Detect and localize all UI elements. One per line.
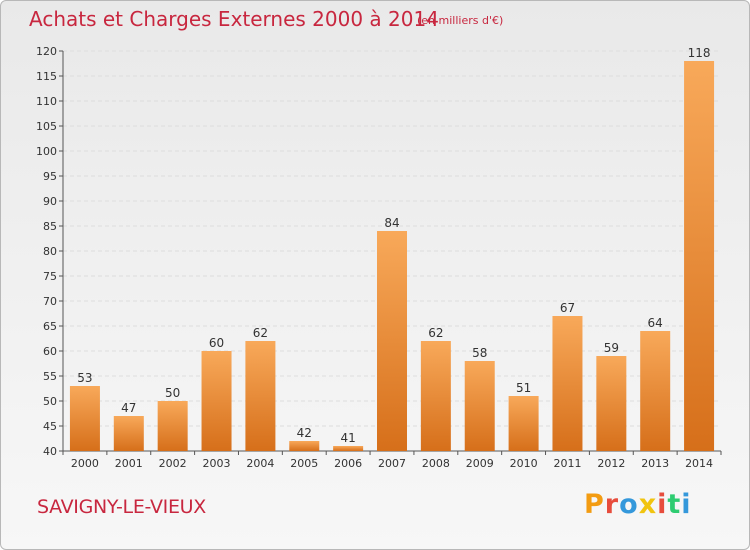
data-label-2004: 62 [253, 326, 268, 340]
chart-subtitle: (en milliers d'€) [417, 14, 504, 27]
x-tick-label-2014: 2014 [685, 457, 713, 470]
x-tick-label-2003: 2003 [203, 457, 231, 470]
bar-2009 [464, 361, 495, 451]
bar-2007 [377, 231, 407, 451]
data-label-2010: 51 [516, 381, 531, 395]
logo-letter: i [657, 489, 668, 520]
bar-2004 [245, 341, 276, 451]
bar-2012 [596, 356, 627, 451]
data-label-2014: 118 [688, 46, 711, 60]
data-label-2002: 50 [165, 386, 180, 400]
x-tick-label-2009: 2009 [466, 457, 494, 470]
y-tick-label: 90 [43, 195, 57, 208]
logo-letter: P [584, 489, 605, 520]
y-tick-label: 80 [43, 245, 57, 258]
bar-2014 [684, 61, 715, 451]
data-label-2006: 41 [340, 431, 355, 445]
bar-2013 [640, 331, 671, 451]
bar-2000 [69, 386, 100, 451]
y-tick-label: 60 [43, 345, 57, 358]
logo-letter: i [681, 489, 692, 520]
y-tick-label: 55 [43, 370, 57, 383]
x-tick-label-2001: 2001 [115, 457, 143, 470]
y-tick-label: 65 [43, 320, 57, 333]
y-tick-label: 75 [43, 270, 57, 283]
y-tick-label: 100 [36, 145, 57, 158]
bar-2008 [420, 341, 451, 451]
y-tick-label: 115 [36, 70, 57, 83]
data-label-2008: 62 [428, 326, 443, 340]
y-tick-label: 110 [36, 95, 57, 108]
bar-2001 [113, 416, 144, 451]
bar-2002 [157, 401, 188, 451]
bar-2011 [552, 316, 583, 451]
proxiti-logo: Proxiti [584, 489, 692, 520]
logo-letter: t [667, 489, 682, 520]
bar-2005 [289, 441, 320, 451]
data-label-2007: 84 [384, 216, 399, 230]
y-tick-label: 105 [36, 120, 57, 133]
x-tick-label-2008: 2008 [422, 457, 450, 470]
x-tick-label-2013: 2013 [641, 457, 669, 470]
y-tick-label: 95 [43, 170, 57, 183]
logo-letter: x [638, 489, 658, 520]
x-tick-label-2007: 2007 [378, 457, 406, 470]
x-tick-label-2004: 2004 [246, 457, 274, 470]
chart-title: Achats et Charges Externes 2000 à 2014 [29, 7, 439, 31]
logo-letter: r [604, 489, 620, 520]
bar-2006 [333, 446, 364, 451]
y-tick-label: 120 [36, 45, 57, 58]
data-label-2011: 67 [560, 301, 575, 315]
data-label-2009: 58 [472, 346, 487, 360]
x-tick-label-2000: 2000 [71, 457, 99, 470]
x-tick-label-2010: 2010 [510, 457, 538, 470]
x-tick-label-2011: 2011 [553, 457, 581, 470]
data-label-2005: 42 [297, 426, 312, 440]
logo-letter: o [619, 489, 639, 520]
bar-2010 [508, 396, 539, 451]
y-tick-label: 45 [43, 420, 57, 433]
bar-2003 [201, 351, 232, 451]
y-tick-label: 40 [43, 445, 57, 458]
x-tick-label-2005: 2005 [290, 457, 318, 470]
data-label-2001: 47 [121, 401, 136, 415]
y-tick-label: 50 [43, 395, 57, 408]
commune-name: SAVIGNY-LE-VIEUX [37, 496, 207, 518]
data-label-2003: 60 [209, 336, 224, 350]
data-label-2012: 59 [604, 341, 619, 355]
x-tick-label-2012: 2012 [597, 457, 625, 470]
data-label-2013: 64 [648, 316, 663, 330]
x-tick-label-2002: 2002 [159, 457, 187, 470]
data-label-2000: 53 [77, 371, 92, 385]
y-tick-label: 70 [43, 295, 57, 308]
x-tick-label-2006: 2006 [334, 457, 362, 470]
y-tick-label: 85 [43, 220, 57, 233]
